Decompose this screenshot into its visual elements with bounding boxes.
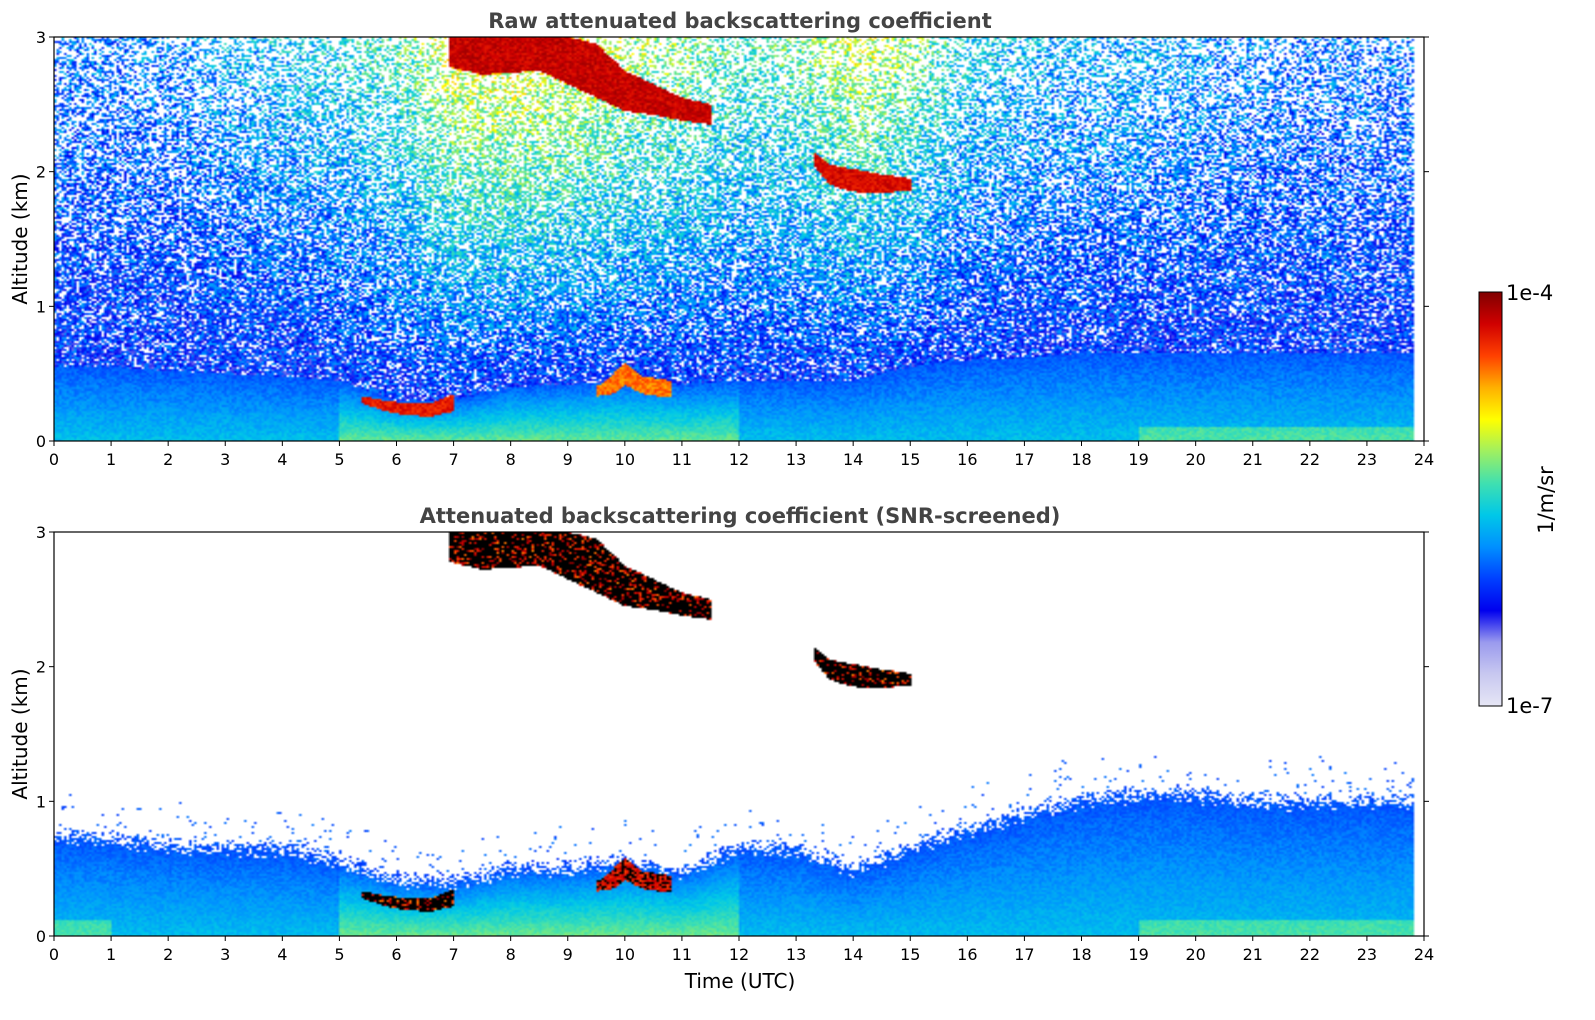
screened-y-tick-label: 0 [36,927,46,946]
raw-x-tick-label: 4 [277,450,287,469]
raw-x-tick-label: 21 [1243,450,1263,469]
raw-x-tick-label: 20 [1185,450,1205,469]
screened-x-tick-label: 18 [1071,945,1091,964]
screened-panel-title: Attenuated backscattering coefficient (S… [420,504,1061,528]
screened-x-tick-label: 3 [220,945,230,964]
screened-x-tick-label: 2 [163,945,173,964]
colorbar-unit-label: 1/m/sr [1534,466,1558,534]
raw-x-tick-label: 14 [843,450,863,469]
raw-x-tick-label: 22 [1300,450,1320,469]
raw-x-tick-label: 1 [106,450,116,469]
screened-y-tick-label: 2 [36,658,46,677]
screened-x-tick-label: 15 [900,945,920,964]
screened-x-tick-label: 14 [843,945,863,964]
raw-x-tick-label: 2 [163,450,173,469]
raw-x-tick-label: 19 [1128,450,1148,469]
raw-x-tick-label: 8 [506,450,516,469]
screened-x-tick-label: 16 [957,945,977,964]
screened-y-tick-label: 1 [36,792,46,811]
screened-heatmap-image [54,532,1424,936]
raw-x-tick-label: 13 [786,450,806,469]
raw-panel-title: Raw attenuated backscattering coefficien… [488,9,992,33]
raw-heatmap-image [54,37,1424,441]
raw-x-tick-label: 7 [448,450,458,469]
screened-x-tick-label: 12 [729,945,749,964]
screened-x-tick-label: 11 [672,945,692,964]
screened-x-tick-label: 24 [1414,945,1434,964]
screened-x-tick-label: 19 [1128,945,1148,964]
screened-x-tick-label: 17 [1014,945,1034,964]
colorbar-scale [1478,291,1503,707]
raw-x-tick-label: 17 [1014,450,1034,469]
raw-y-tick-label: 1 [36,297,46,316]
screened-x-tick-label: 5 [334,945,344,964]
raw-x-tick-label: 18 [1071,450,1091,469]
screened-x-tick-label: 13 [786,945,806,964]
raw-x-tick-label: 9 [563,450,573,469]
raw-y-tick-label: 2 [36,163,46,182]
raw-y-tick-label: 0 [36,432,46,451]
screened-x-tick-label: 8 [506,945,516,964]
screened-x-tick-label: 6 [391,945,401,964]
raw-heatmap [54,37,1424,441]
screened-heatmap [54,532,1424,936]
screened-x-tick-label: 1 [106,945,116,964]
screened-backscatter-panel: Attenuated backscattering coefficient (S… [8,504,1434,993]
raw-x-tick-label: 5 [334,450,344,469]
screened-x-tick-label: 23 [1357,945,1377,964]
raw-y-axis-label: Altitude (km) [8,173,32,304]
raw-x-tick-label: 10 [615,450,635,469]
screened-x-tick-label: 9 [563,945,573,964]
raw-y-tick-label: 3 [36,28,46,47]
raw-x-tick-label: 11 [672,450,692,469]
screened-y-tick-label: 3 [36,523,46,542]
screened-x-tick-label: 22 [1300,945,1320,964]
raw-x-tick-label: 24 [1414,450,1434,469]
raw-x-tick-label: 12 [729,450,749,469]
raw-x-tick-label: 3 [220,450,230,469]
screened-x-tick-label: 10 [615,945,635,964]
screened-x-tick-label: 0 [49,945,59,964]
screened-x-tick-label: 21 [1243,945,1263,964]
raw-x-tick-label: 16 [957,450,977,469]
screened-y-axis-label: Altitude (km) [8,668,32,799]
raw-x-tick-label: 6 [391,450,401,469]
raw-backscatter-panel: Raw attenuated backscattering coefficien… [8,9,1434,469]
screened-x-tick-label: 7 [448,945,458,964]
raw-x-tick-label: 0 [49,450,59,469]
colorbar: 1e-4 1e-7 1/m/sr [1478,281,1558,718]
x-axis-label: Time (UTC) [684,969,796,993]
screened-x-tick-label: 4 [277,945,287,964]
raw-x-tick-label: 15 [900,450,920,469]
colorbar-min-label: 1e-7 [1506,694,1553,718]
screened-x-tick-label: 20 [1185,945,1205,964]
raw-x-tick-label: 23 [1357,450,1377,469]
colorbar-max-label: 1e-4 [1506,281,1553,305]
